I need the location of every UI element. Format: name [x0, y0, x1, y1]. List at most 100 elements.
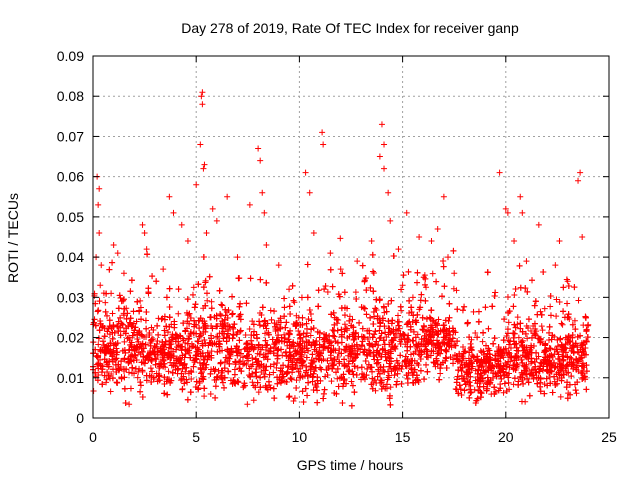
- data-point: [164, 391, 171, 398]
- data-point: [291, 299, 298, 306]
- data-point: [369, 251, 376, 258]
- data-point: [493, 373, 500, 380]
- data-point: [553, 346, 560, 353]
- data-point: [270, 350, 277, 357]
- data-point: [266, 371, 273, 378]
- data-point: [281, 335, 288, 342]
- data-point: [417, 297, 424, 304]
- data-point: [212, 394, 219, 401]
- data-point: [445, 336, 452, 343]
- data-point: [446, 314, 453, 321]
- data-point: [321, 286, 328, 293]
- data-point: [274, 380, 281, 387]
- data-point: [304, 294, 311, 301]
- data-point: [474, 353, 481, 360]
- data-point: [483, 387, 490, 394]
- data-point: [547, 380, 554, 387]
- data-point: [105, 325, 112, 332]
- data-point: [443, 346, 450, 353]
- data-point: [150, 327, 157, 334]
- data-point: [443, 365, 450, 372]
- data-point: [505, 358, 512, 365]
- data-point: [208, 298, 215, 305]
- data-point: [133, 318, 140, 325]
- data-point: [192, 356, 199, 363]
- data-point: [546, 362, 553, 369]
- data-point: [385, 350, 392, 357]
- data-point: [236, 303, 243, 310]
- data-point: [207, 370, 214, 377]
- data-point: [158, 349, 165, 356]
- data-point: [247, 373, 254, 380]
- data-point: [426, 331, 433, 338]
- data-point: [124, 310, 131, 317]
- data-point: [359, 370, 366, 377]
- data-point: [383, 334, 390, 341]
- data-point: [113, 345, 120, 352]
- data-point: [583, 338, 590, 345]
- data-point: [512, 285, 519, 292]
- data-point: [349, 316, 356, 323]
- data-point: [350, 371, 357, 378]
- data-point: [175, 310, 182, 317]
- data-point: [238, 368, 245, 375]
- data-point: [506, 370, 513, 377]
- data-point: [511, 291, 518, 298]
- data-point: [346, 317, 353, 324]
- data-point: [441, 322, 448, 329]
- data-point: [335, 383, 342, 390]
- data-point: [94, 308, 101, 315]
- data-point: [466, 394, 473, 401]
- data-point: [147, 339, 154, 346]
- data-point: [423, 315, 430, 322]
- data-point: [557, 393, 564, 400]
- data-point: [165, 368, 172, 375]
- data-point: [496, 368, 503, 375]
- data-point: [541, 305, 548, 312]
- data-point: [560, 308, 567, 315]
- data-point: [222, 306, 229, 313]
- data-point: [136, 328, 143, 335]
- data-point: [270, 361, 277, 368]
- data-point: [421, 281, 428, 288]
- data-point: [274, 359, 281, 366]
- data-point: [163, 378, 170, 385]
- data-point: [560, 284, 567, 291]
- data-point: [171, 321, 178, 328]
- data-point: [409, 337, 416, 344]
- data-point: [510, 381, 517, 388]
- data-point: [572, 387, 579, 394]
- data-point: [454, 306, 461, 313]
- data-point: [121, 366, 128, 373]
- data-point: [565, 311, 572, 318]
- data-point: [544, 366, 551, 373]
- data-point: [303, 354, 310, 361]
- data-point: [114, 323, 121, 330]
- data-point: [127, 385, 134, 392]
- data-point: [122, 400, 129, 407]
- data-point: [190, 363, 197, 370]
- data-point: [128, 343, 135, 350]
- data-point: [316, 352, 323, 359]
- data-point: [184, 318, 191, 325]
- data-point: [338, 305, 345, 312]
- data-point: [440, 263, 447, 270]
- data-point: [206, 273, 213, 280]
- data-point: [130, 308, 137, 315]
- data-point: [265, 378, 272, 385]
- data-point: [119, 321, 126, 328]
- data-point: [574, 379, 581, 386]
- data-point: [398, 286, 405, 293]
- data-point: [533, 349, 540, 356]
- data-point: [529, 367, 536, 374]
- data-point: [491, 335, 498, 342]
- data-point: [511, 357, 518, 364]
- data-point: [517, 325, 524, 332]
- data-point: [446, 300, 453, 307]
- data-point: [506, 341, 513, 348]
- data-point: [95, 307, 102, 314]
- data-point: [208, 305, 215, 312]
- data-point: [540, 269, 547, 275]
- data-point: [231, 379, 238, 386]
- data-point: [234, 329, 241, 336]
